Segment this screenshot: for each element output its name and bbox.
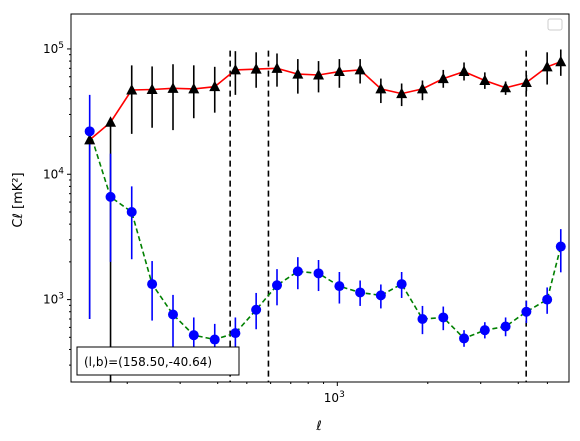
plot-background [71,14,569,382]
series-0-point [313,68,325,80]
series-1-point [230,328,241,339]
series-0-point [458,65,470,77]
series-1-point [375,290,386,301]
series-1-point [188,330,199,341]
series-0-point [209,80,221,92]
series-0-point [479,74,491,85]
series-1-point [168,309,179,320]
series-0-point [500,81,512,93]
series-1-point [479,325,490,336]
series-1-point [555,241,566,252]
series-0-point [333,65,345,77]
x-axis-label: ℓ [315,419,321,434]
annotation-box [76,346,240,376]
series-0-point [375,82,387,94]
y-tick-label: 103 [43,292,64,307]
series-1-point [105,191,116,202]
series-0-point [520,76,532,87]
x-axis-ticks: 103 [126,382,548,405]
series-1-point [209,334,220,345]
series-0-point [146,83,158,94]
series-1-point [459,333,470,344]
y-tick-label: 105 [43,41,64,56]
series-0-point [541,60,553,72]
y-axis-label: Cℓ [mK²] [11,172,26,227]
legend-box [547,18,563,31]
annotation-text: (l,b)=(158.50,-40.64) [84,355,212,369]
series-1-point [334,281,345,292]
series-0-point [84,133,96,145]
series-1-point [126,206,137,217]
series-1-point [292,266,303,277]
series-1-point [500,321,511,332]
series-0-point [292,68,304,79]
series-1-point [313,268,324,279]
series-0-point [250,63,262,74]
series-0-point [167,82,179,93]
series-1-point [147,279,158,290]
series-0-point [126,84,138,95]
series-1-point [355,287,366,298]
plot-frame [70,13,570,383]
series-0-point [105,116,117,127]
coordinate-annotation: (l,b)=(158.50,-40.64) [76,346,240,376]
series-0-point [437,72,449,84]
series-1-point [417,314,428,325]
series-0-point [188,82,200,94]
series-1-point [542,294,553,305]
series-1-point [396,279,407,290]
x-tick-label: 103 [324,390,345,405]
series-1-point [438,312,449,323]
series-0-point [555,55,567,67]
y-axis-ticks: 103 104 105 [43,41,71,366]
series-0-point [396,87,408,99]
series-1-point [84,126,95,137]
series-0-point [416,82,428,94]
series-0-point [354,63,366,75]
vertical-lines [229,50,527,382]
series-1-point [272,280,283,291]
series-1-point [251,304,262,315]
markers [84,55,567,345]
series-0-point [229,63,241,75]
series-1-point [521,306,532,317]
series-0-point [271,62,283,73]
y-tick-label: 104 [43,166,64,181]
